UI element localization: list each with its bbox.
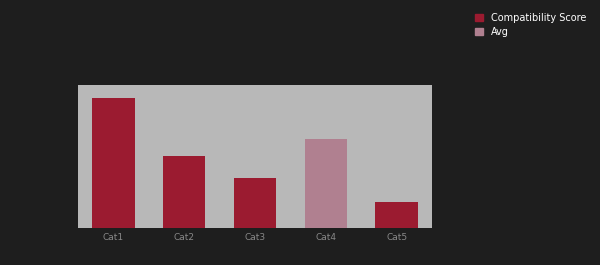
Bar	[92, 98, 134, 228]
Bar	[376, 202, 418, 228]
Bar	[163, 156, 205, 228]
Legend: Compatibility Score, Avg: Compatibility Score, Avg	[472, 10, 589, 40]
Bar	[305, 139, 347, 228]
Bar	[234, 178, 276, 228]
Bar	[305, 202, 347, 228]
